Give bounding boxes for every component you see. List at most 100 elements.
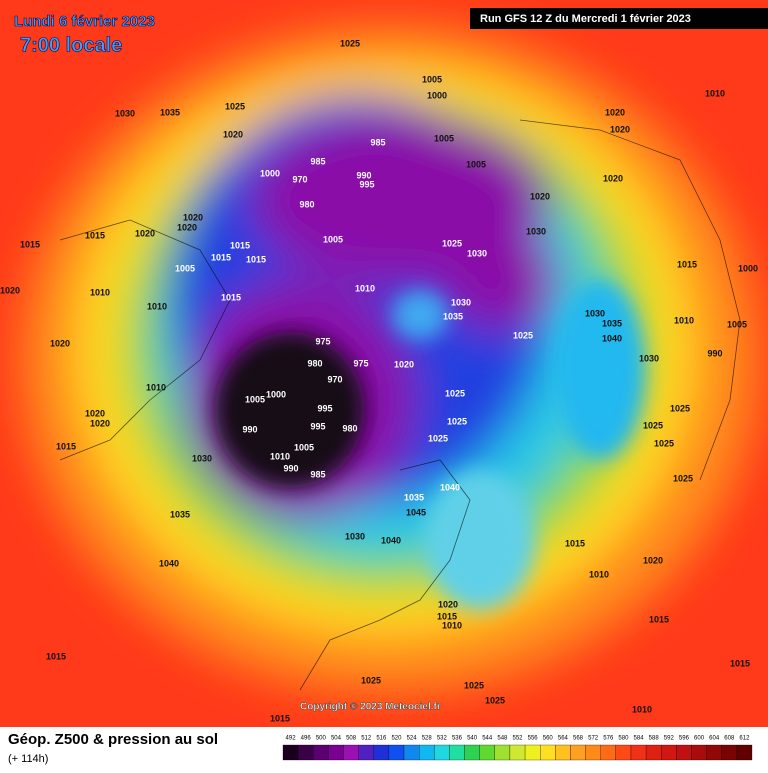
isobar-label: 995 (359, 179, 374, 189)
colorbar-swatch (721, 744, 738, 761)
isobar-label: 985 (370, 137, 385, 147)
isobar-label: 1005 (294, 442, 314, 452)
isobar-label: 1015 (56, 441, 76, 451)
colorbar-tick-label: 544 (482, 736, 493, 742)
colorbar-tick-label: 584 (634, 736, 645, 742)
colorbar-swatch (661, 744, 677, 761)
isobar-label: 975 (353, 358, 368, 368)
isobar-label: 1025 (445, 388, 465, 398)
isobar-label: 1020 (183, 212, 203, 222)
isobar-label: 1025 (428, 433, 448, 443)
colorbar-tick-label: 548 (497, 736, 508, 742)
colorbar-swatch (736, 744, 753, 761)
isobar-label: 1040 (440, 482, 460, 492)
isobar-label: 1000 (427, 90, 447, 100)
isobar-label: 1020 (177, 222, 197, 232)
isobar-label: 970 (327, 374, 342, 384)
isobar-label: 1005 (245, 394, 265, 404)
date: Lundi 6 février 2023 (14, 13, 155, 30)
isobar-label: 1020 (90, 418, 110, 428)
isobar-label: 1020 (438, 599, 458, 609)
isobar-label: 1015 (20, 239, 40, 249)
colorbar-swatch (282, 744, 299, 761)
colorbar-tick-label: 560 (543, 736, 554, 742)
isobar-label: 1030 (639, 353, 659, 363)
isobar-label: 1015 (437, 611, 457, 621)
isobar-label: 1015 (211, 252, 231, 262)
isobar-label: 1015 (565, 538, 585, 548)
isobar-label: 1005 (422, 74, 442, 84)
isobar-label: 990 (356, 170, 371, 180)
isobar-label: 1020 (135, 228, 155, 238)
isobar-label: 1010 (589, 569, 609, 579)
isobar-label: 1000 (266, 389, 286, 399)
colorbar-swatch (358, 744, 374, 761)
colorbar-swatch (585, 744, 601, 761)
colorbar-tick-label: 576 (603, 736, 614, 742)
isobar-label: 990 (283, 463, 298, 473)
isobar-label: 1040 (381, 535, 401, 545)
isobar-label: 1025 (442, 238, 462, 248)
colorbar-swatch (524, 744, 541, 761)
isobar-label: 1010 (705, 88, 725, 98)
colorbar-swatch (494, 744, 511, 761)
colorbar-swatch (464, 744, 480, 761)
colorbar-tick-label: 524 (407, 736, 418, 742)
colorbar-swatch (540, 744, 556, 761)
isobar-label: 1020 (605, 107, 625, 117)
isobar-label: 1020 (394, 359, 414, 369)
isobar-label: 1025 (513, 330, 533, 340)
isobar-label: 1000 (260, 168, 280, 178)
isobar-label: 1015 (85, 230, 105, 240)
isobar-label: 1010 (90, 287, 110, 297)
colorbar-swatch (691, 744, 707, 761)
isobar-label: 1040 (602, 333, 622, 343)
isobar-label: 1020 (85, 408, 105, 418)
colorbar-tick-label: 492 (286, 736, 297, 742)
colorbar-tick-label: 588 (649, 736, 660, 742)
isobar-label: 1025 (225, 101, 245, 111)
colorbar-swatch (555, 744, 571, 761)
colorbar-swatch (479, 744, 495, 761)
colorbar-swatch (630, 744, 647, 761)
isobar-label: 1030 (526, 226, 546, 236)
isobar-label: 975 (315, 336, 330, 346)
run-box (470, 8, 768, 29)
isobar-label: 1025 (654, 438, 674, 448)
colorbar-swatch (313, 744, 329, 761)
isobar-label: 1025 (643, 420, 663, 430)
colorbar-tick-label: 532 (437, 736, 448, 742)
isobar-label: 1015 (730, 658, 750, 668)
colorbar-swatch (600, 744, 616, 761)
footer-lead: (+ 114h) (8, 753, 48, 765)
isobar-label: 1035 (160, 107, 180, 117)
isobar-label: 1025 (361, 675, 381, 685)
colorbar-swatch (403, 744, 420, 761)
colorbar-tick-label: 608 (724, 736, 735, 742)
isobar-label: 1030 (467, 248, 487, 258)
colorbar-swatch (434, 744, 450, 761)
isobar-label: 1015 (246, 254, 266, 264)
isobar-label: 1010 (146, 382, 166, 392)
isobar-label: 1005 (175, 263, 195, 273)
colorbar-tick-label: 604 (709, 736, 720, 742)
isobar-label: 1030 (192, 453, 212, 463)
colorbar-swatch (419, 744, 435, 761)
isobar-label: 970 (292, 174, 307, 184)
isobar-label: 1035 (602, 318, 622, 328)
isobar-label: 1020 (610, 124, 630, 134)
colorbar-tick-label: 540 (467, 736, 478, 742)
colorbar-swatch (615, 744, 632, 761)
colorbar-tick-label: 592 (664, 736, 675, 742)
isobar-label: 1020 (530, 191, 550, 201)
colorbar-tick-label: 580 (618, 736, 629, 742)
colorbar-tick-label: 572 (588, 736, 599, 742)
isobar-label: 980 (342, 423, 357, 433)
time: 7:00 locale (20, 34, 122, 56)
isobar-label: 1010 (442, 620, 462, 630)
colorbar-tick-label: 512 (361, 736, 372, 742)
isobar-label: 1015 (677, 259, 697, 269)
colorbar-swatch (509, 744, 526, 761)
